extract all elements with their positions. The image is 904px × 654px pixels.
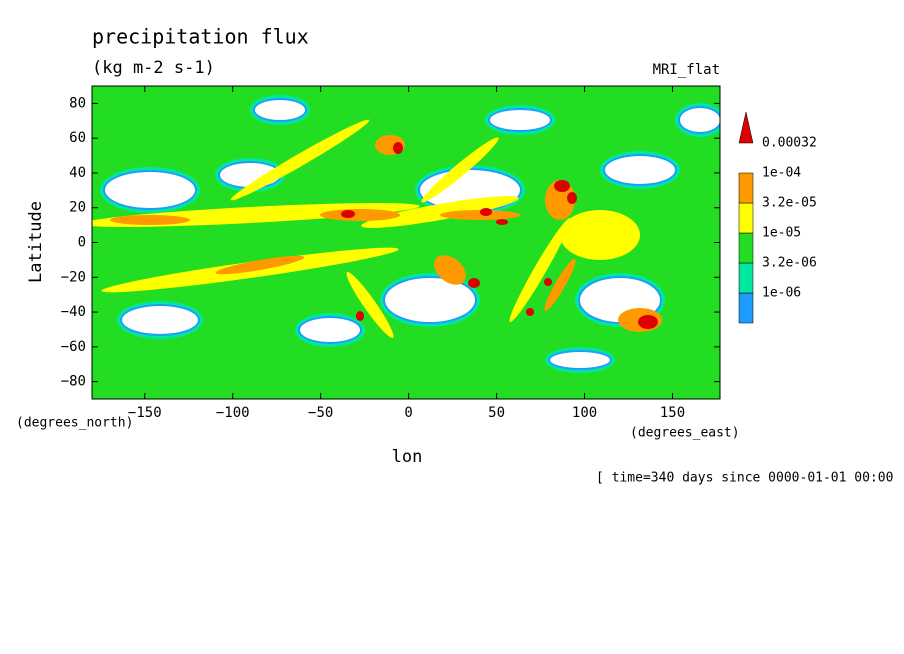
legend-swatch xyxy=(738,202,754,234)
x-tick-label: 0 xyxy=(404,405,412,421)
footnote: [ time=340 days since 0000-01-01 00:00 xyxy=(596,471,893,486)
legend-swatch xyxy=(738,292,754,324)
x-tick-label: 100 xyxy=(572,405,597,421)
legend-swatch xyxy=(738,172,754,204)
y-tick-label: 0 xyxy=(78,235,86,251)
contour-fill xyxy=(341,210,355,218)
chart-title: precipitation flux xyxy=(92,25,309,49)
y-tick-label: −60 xyxy=(61,339,86,355)
legend-label: 1e-04 xyxy=(762,166,801,181)
y-tick-label: −20 xyxy=(61,269,86,285)
contour-field xyxy=(92,86,720,399)
contour-fill xyxy=(680,108,720,132)
contour-fill xyxy=(385,278,475,322)
y-tick-label: 20 xyxy=(69,200,86,216)
y-tick-label: 40 xyxy=(69,165,86,181)
contour-fill xyxy=(544,278,552,286)
contour-fill xyxy=(440,210,520,220)
legend-label: 3.2e-06 xyxy=(762,256,817,271)
contour-fill xyxy=(567,192,577,204)
legend-label: 0.00032 xyxy=(762,136,817,151)
contour-fill xyxy=(526,308,534,316)
x-tick-label: −50 xyxy=(308,405,333,421)
chart-subtitle: (kg m-2 s-1) xyxy=(92,58,215,78)
contour-fill xyxy=(490,110,550,130)
contour-fill xyxy=(255,100,305,120)
contour-fill xyxy=(356,311,364,321)
y-units: (degrees_north) xyxy=(16,416,133,431)
contour-fill xyxy=(480,208,492,216)
legend-label: 1e-06 xyxy=(762,286,801,301)
contour-fill xyxy=(361,196,519,228)
contour-fill xyxy=(496,219,508,225)
contour-fill xyxy=(320,209,400,221)
contour-fill xyxy=(230,119,370,201)
contour-fill xyxy=(544,258,576,312)
contour-fill xyxy=(605,156,675,184)
legend-label: 1e-05 xyxy=(762,226,801,241)
legend-label: 3.2e-05 xyxy=(762,196,817,211)
contour-fill xyxy=(421,137,499,203)
contour-fill xyxy=(105,172,195,208)
x-tick-label: −100 xyxy=(216,405,250,421)
contour-fill xyxy=(509,217,571,323)
contour-fill xyxy=(215,255,305,275)
y-tick-label: −80 xyxy=(61,374,86,390)
contour-fill xyxy=(300,318,360,342)
contour-fill xyxy=(560,210,640,260)
contour-fill xyxy=(122,306,198,334)
contour-fill xyxy=(434,255,466,285)
y-tick-label: −40 xyxy=(61,304,86,320)
x-tick-label: 50 xyxy=(488,405,505,421)
y-tick-label: 60 xyxy=(69,130,86,146)
y-tick-label: 80 xyxy=(69,95,86,111)
contour-fill xyxy=(554,180,570,192)
contour-fill xyxy=(393,142,403,154)
legend-swatch xyxy=(738,262,754,294)
contour-fill xyxy=(638,315,658,329)
contour-fill xyxy=(346,272,394,338)
contour-fill xyxy=(550,352,610,368)
x-axis-label: lon xyxy=(392,447,423,467)
x-units: (degrees_east) xyxy=(630,426,740,441)
legend-swatch xyxy=(738,232,754,264)
y-axis-label: Latitude xyxy=(26,201,46,283)
contour-fill xyxy=(110,215,190,225)
annotation: MRI_flat xyxy=(653,62,720,78)
legend-swatch xyxy=(738,111,754,144)
x-tick-label: 150 xyxy=(660,405,685,421)
contour-fill xyxy=(468,278,480,288)
x-tick-label: −150 xyxy=(128,405,162,421)
